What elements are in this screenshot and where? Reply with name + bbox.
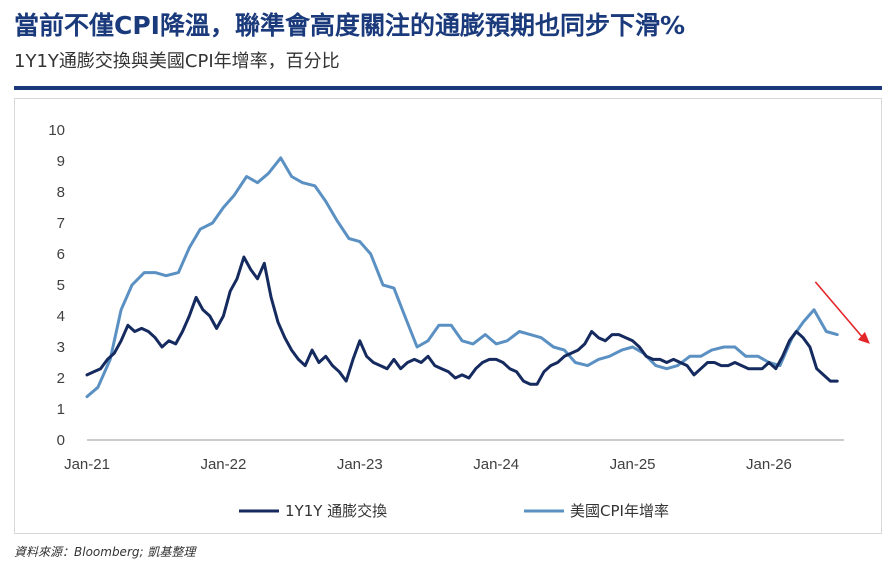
trend-arrow-shaft xyxy=(814,281,865,340)
y-tick-label: 1 xyxy=(57,401,65,418)
series-line-cpi xyxy=(85,156,839,399)
legend-label: 美國CPI年增率 xyxy=(570,502,669,520)
x-tick-label: Jan-23 xyxy=(337,456,383,473)
x-tick-label: Jan-21 xyxy=(64,456,110,473)
chart-panel xyxy=(14,98,882,534)
y-tick-label: 4 xyxy=(57,308,65,325)
y-tick-label: 8 xyxy=(57,184,65,201)
y-tick-label: 3 xyxy=(57,339,65,356)
line-chart: 0 1 2 3 4 5 6 7 8 9 10 Jan-21 Jan-22 Jan-23 Jan-24 Jan-… xyxy=(48,122,870,520)
chart-lines xyxy=(85,156,870,399)
chart-title: 當前不僅CPI降溫，聯準會高度關注的通膨預期也同步下滑% xyxy=(14,11,686,40)
y-tick-label: 0 xyxy=(57,432,65,449)
y-tick-label: 5 xyxy=(57,277,65,294)
y-tick-label: 6 xyxy=(57,246,65,263)
x-tick-label: Jan-25 xyxy=(610,456,656,473)
chart-subtitle: 1Y1Y通膨交換與美國CPI年增率，百分比 xyxy=(14,51,340,72)
chart-axes: 0 1 2 3 4 5 6 7 8 9 10 Jan-21 Jan-22 Jan-23 Jan-24 Jan-… xyxy=(48,122,844,473)
x-tick-label: Jan-26 xyxy=(746,456,792,473)
y-tick-label: 2 xyxy=(57,370,65,387)
y-tick-label: 7 xyxy=(57,215,65,232)
x-tick-label: Jan-22 xyxy=(200,456,246,473)
title-rule xyxy=(14,86,882,90)
chart-legend: 1Y1Y 通膨交換 美國CPI年增率 xyxy=(239,502,669,520)
source-note: 資料來源：Bloomberg; 凱基整理 xyxy=(14,545,196,559)
trend-arrow-head xyxy=(857,331,870,344)
y-tick-label: 9 xyxy=(57,153,65,170)
series-line-swap xyxy=(85,255,839,386)
legend-label: 1Y1Y 通膨交換 xyxy=(285,502,387,520)
x-tick-label: Jan-24 xyxy=(473,456,519,473)
y-tick-label: 10 xyxy=(48,122,65,139)
